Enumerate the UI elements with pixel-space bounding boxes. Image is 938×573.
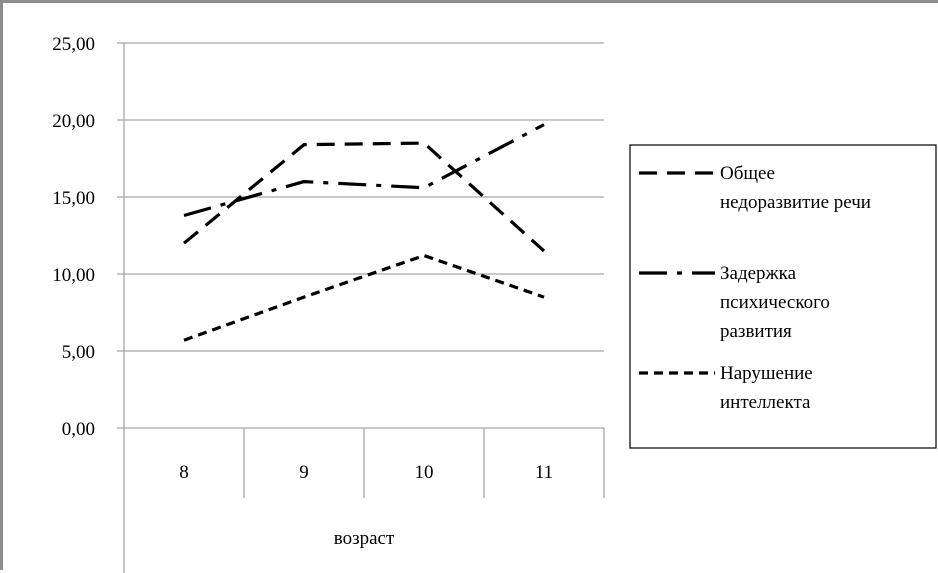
series-lines xyxy=(182,123,546,342)
y-tick-label: 10,00 xyxy=(52,265,95,286)
y-tick-label: 20,00 xyxy=(52,111,95,132)
y-axis-ticks: 0,00 5,00 10,00 15,00 20,00 25,00 xyxy=(52,34,95,440)
x-tick-label: 11 xyxy=(535,462,553,483)
x-axis-label: возраст xyxy=(334,528,395,549)
legend-label-1: Общее недоразвитие речи xyxy=(720,163,871,213)
legend-label-3: Нарушение интеллекта xyxy=(720,363,813,413)
legend-label-2: Задержка психического развития xyxy=(720,263,830,342)
y-tick-label: 25,00 xyxy=(52,34,95,55)
y-tick-label: 15,00 xyxy=(52,188,95,209)
line-chart: 0,00 5,00 10,00 15,00 20,00 25,00 8 9 10 11 возр… xyxy=(52,34,937,573)
grid-lines xyxy=(117,42,604,573)
legend-box xyxy=(629,144,937,449)
x-axis: 8 9 10 11 xyxy=(179,428,605,498)
x-tick-label: 9 xyxy=(299,462,309,483)
series-line-2 xyxy=(183,123,545,218)
series-line-3 xyxy=(183,253,545,342)
legend: Общее недоразвитие речи Задержка психическо… xyxy=(629,144,937,449)
x-tick-label: 8 xyxy=(179,462,189,483)
x-tick-label: 10 xyxy=(415,462,434,483)
y-tick-label: 5,00 xyxy=(62,342,95,363)
y-tick-label: 0,00 xyxy=(62,419,95,440)
